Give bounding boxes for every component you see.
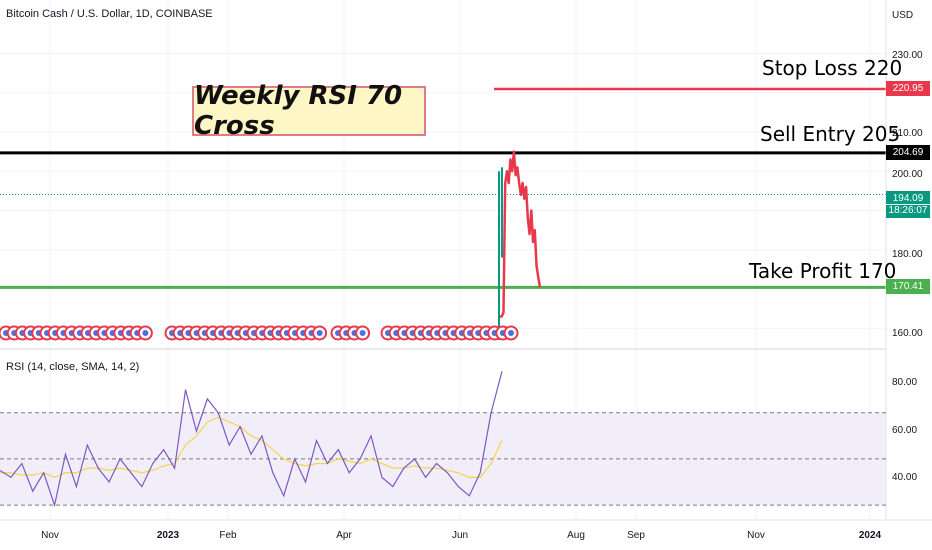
time-tick: 2023	[156, 530, 180, 541]
rsi-indicator-title[interactable]: RSI (14, close, SMA, 14, 2)	[6, 361, 140, 373]
sell-entry-price-tag: 204.69	[886, 144, 930, 160]
rsi-tick: 80.00	[892, 377, 918, 388]
time-tick: 2024	[858, 530, 882, 541]
rsi-tick: 60.00	[892, 425, 918, 436]
price-tick: 160.00	[892, 328, 923, 339]
time-tick: Nov	[41, 530, 59, 541]
last-price-tag: 194.09	[886, 191, 930, 204]
stop-loss-price-tag: 220.95	[886, 81, 930, 97]
event-marker-dot	[359, 330, 366, 336]
strategy-annotation-box[interactable]: Weekly RSI 70 Cross	[192, 81, 426, 141]
take-profit-price-tag: 170.41	[886, 279, 930, 295]
time-tick: Feb	[219, 530, 237, 541]
time-tick: Nov	[747, 530, 765, 541]
time-tick: Jun	[451, 530, 469, 541]
price-tick: 180.00	[892, 249, 923, 260]
currency-label: USD	[892, 10, 914, 21]
price-tick: 200.00	[892, 169, 923, 180]
event-marker-dot	[508, 330, 514, 336]
sell-entry-label[interactable]: Sell Entry 205	[760, 122, 901, 146]
bar-countdown-tag: 18:26:07	[886, 205, 930, 218]
stop-loss-label[interactable]: Stop Loss 220	[762, 56, 903, 80]
time-tick: Apr	[336, 530, 352, 541]
price-tick: 230.00	[892, 50, 923, 61]
event-marker-dot	[316, 330, 323, 336]
event-marker-dot	[142, 330, 149, 336]
symbol-title[interactable]: Bitcoin Cash / U.S. Dollar, 1D, COINBASE	[6, 8, 213, 20]
rsi-ma-line	[0, 416, 503, 479]
take-profit-label[interactable]: Take Profit 170	[749, 259, 897, 283]
price-projection-line[interactable]	[500, 150, 542, 318]
time-tick: Aug	[567, 530, 585, 541]
price-tick: 210.00	[892, 128, 923, 139]
rsi-tick: 40.00	[892, 472, 918, 483]
rsi-line[interactable]	[0, 371, 503, 508]
economic-events-row[interactable]	[0, 325, 519, 341]
time-tick: Sep	[627, 530, 645, 541]
